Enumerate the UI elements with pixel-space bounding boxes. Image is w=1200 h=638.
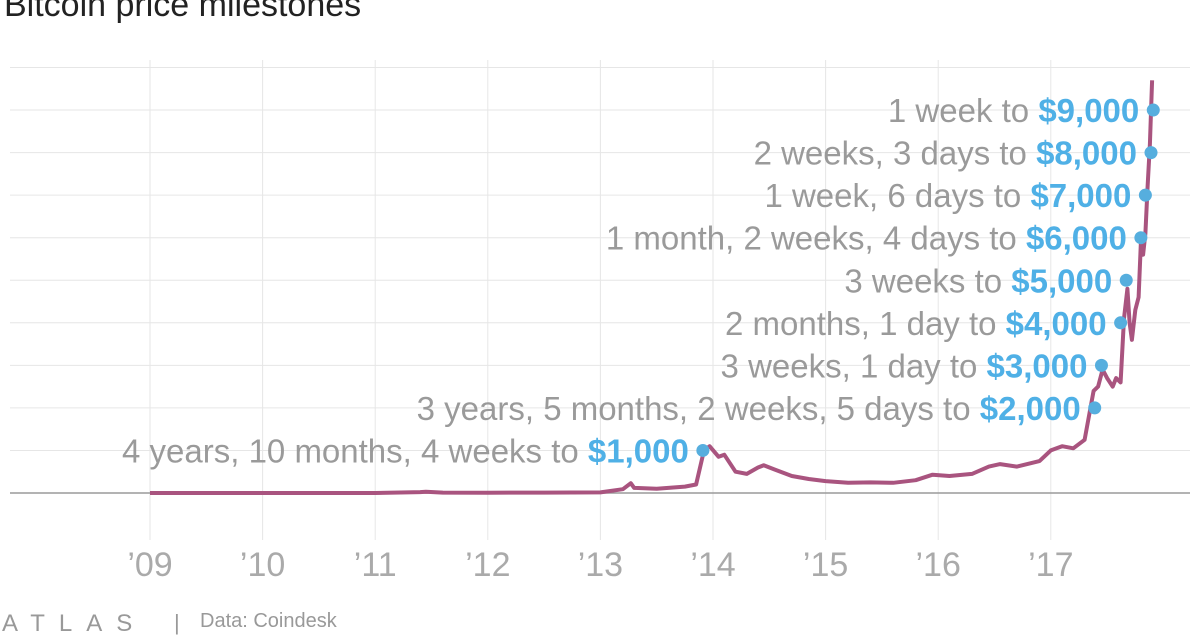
milestone-duration: 3 weeks to <box>844 262 1011 299</box>
milestone-label: 1 week to $9,000 <box>888 92 1139 129</box>
milestone-label: 3 years, 5 months, 2 weeks, 5 days to $2… <box>417 390 1081 427</box>
milestone-dot <box>1138 188 1152 202</box>
x-tick-label: ’17 <box>1028 546 1073 584</box>
x-tick-label: ’10 <box>240 546 285 584</box>
milestone-label: 2 weeks, 3 days to $8,000 <box>754 135 1137 172</box>
footer-separator: | <box>174 610 180 635</box>
milestone-duration: 1 month, 2 weeks, 4 days to <box>606 220 1026 257</box>
milestone-value: $7,000 <box>1030 177 1131 214</box>
milestone-duration: 1 week, 6 days to <box>764 177 1030 214</box>
milestone-value: $9,000 <box>1038 92 1139 129</box>
milestone-dot <box>1114 316 1128 330</box>
milestone-label: 1 month, 2 weeks, 4 days to $6,000 <box>606 220 1127 257</box>
price-series-line <box>150 80 1155 495</box>
milestone-duration: 2 weeks, 3 days to <box>754 135 1036 172</box>
milestone-dot <box>1119 273 1133 287</box>
milestone-duration: 2 months, 1 day to <box>725 305 1006 342</box>
x-tick-label: ’15 <box>803 546 848 584</box>
milestone-value: $8,000 <box>1036 135 1137 172</box>
milestone-value: $5,000 <box>1011 262 1112 299</box>
milestone-dot <box>1134 231 1148 245</box>
milestone-value: $6,000 <box>1026 220 1127 257</box>
milestone-value: $3,000 <box>987 347 1088 384</box>
x-tick-label: ’12 <box>465 546 510 584</box>
price-chart: ’09 ’10 ’11 ’12 ’13 ’14 ’15 ’16 ’17 4 years, 10 … <box>10 60 1190 584</box>
milestone-duration: 3 years, 5 months, 2 weeks, 5 days to <box>417 390 980 427</box>
x-tick-label: ’16 <box>916 546 961 584</box>
milestone-label: 4 years, 10 months, 4 weeks to $1,000 <box>122 432 689 469</box>
data-source: Data: Coindesk <box>200 610 337 632</box>
milestone-dot <box>1094 358 1108 372</box>
milestone-dot <box>1144 146 1158 160</box>
milestone-annotations: 4 years, 10 months, 4 weeks to $1,000 3 y… <box>122 92 1160 469</box>
footer: ATLAS | Data: Coindesk <box>0 608 600 637</box>
x-tick-label: ’09 <box>127 546 172 584</box>
milestone-label: 3 weeks to $5,000 <box>844 262 1112 299</box>
x-tick-label: ’11 <box>354 546 397 584</box>
milestone-label: 1 week, 6 days to $7,000 <box>764 177 1131 214</box>
x-tick-label: ’13 <box>578 546 623 584</box>
milestone-duration: 4 years, 10 months, 4 weeks to <box>122 432 588 469</box>
milestone-dot <box>696 443 710 457</box>
milestone-dot <box>1146 103 1160 117</box>
milestone-label: 3 weeks, 1 day to $3,000 <box>721 347 1088 384</box>
milestone-duration: 1 week to <box>888 92 1038 129</box>
milestone-dot <box>1088 401 1102 415</box>
milestone-value: $2,000 <box>980 390 1081 427</box>
x-axis-ticks: ’09 ’10 ’11 ’12 ’13 ’14 ’15 ’16 ’17 <box>127 546 1073 584</box>
atlas-logo: ATLAS <box>2 610 147 637</box>
chart-title: Bitcoin price milestones <box>4 0 362 24</box>
milestone-label: 2 months, 1 day to $4,000 <box>725 305 1107 342</box>
x-tick-label: ’14 <box>690 546 735 584</box>
milestone-duration: 3 weeks, 1 day to <box>721 347 987 384</box>
milestone-value: $4,000 <box>1006 305 1107 342</box>
milestone-value: $1,000 <box>588 432 689 469</box>
gridlines <box>10 60 1190 540</box>
